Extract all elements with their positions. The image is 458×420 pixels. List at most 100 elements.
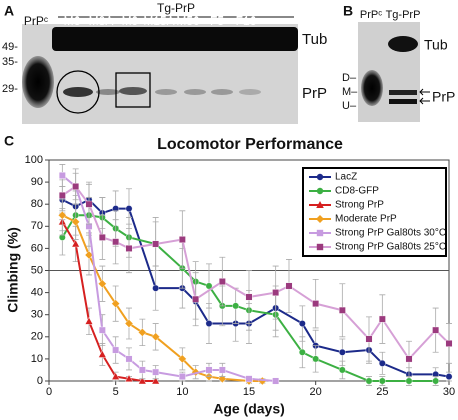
point xyxy=(218,278,226,285)
legend-label: Moderate PrP xyxy=(335,214,397,225)
point xyxy=(316,201,324,208)
mw-marker: 35- xyxy=(2,56,18,68)
y-tick-label: 70 xyxy=(31,220,43,232)
point xyxy=(445,340,453,347)
chart-title: Locomotor Performance xyxy=(157,136,343,153)
prp-band xyxy=(155,89,177,95)
series xyxy=(58,164,280,385)
point xyxy=(365,377,373,385)
lane-label: M6 xyxy=(64,14,81,28)
prp-band xyxy=(361,70,383,106)
point xyxy=(312,355,320,363)
tub-label: Tub xyxy=(424,37,448,53)
group-label: Tg-PrP xyxy=(157,1,195,15)
point xyxy=(71,217,80,227)
point xyxy=(365,335,373,343)
point xyxy=(298,348,306,356)
point xyxy=(58,172,66,179)
tub-band xyxy=(388,36,418,52)
legend-label: Strong PrP Gal80ts 30°C xyxy=(335,228,446,239)
y-tick-label: 0 xyxy=(37,375,43,387)
point xyxy=(298,320,306,327)
point xyxy=(124,374,134,382)
mw-marker: 29- xyxy=(2,83,18,95)
y-tick-label: 10 xyxy=(31,353,43,365)
y-axis-label: Climbing (%) xyxy=(5,227,21,313)
point xyxy=(316,187,324,195)
prp-band xyxy=(389,99,417,104)
point xyxy=(405,355,413,363)
y-tick-label: 30 xyxy=(31,309,43,321)
lane-label: PrPᶜ xyxy=(360,9,382,21)
point xyxy=(338,306,346,314)
point xyxy=(98,350,107,358)
prp-band xyxy=(63,87,93,97)
y-tick-label: 50 xyxy=(31,264,43,276)
point xyxy=(316,243,324,251)
point xyxy=(312,300,320,308)
lane-label: M15A xyxy=(143,14,174,28)
point xyxy=(98,233,106,241)
x-axis-label: Age (days) xyxy=(213,401,285,417)
point xyxy=(112,346,120,354)
legend-label: LacZ xyxy=(335,172,357,183)
series xyxy=(58,208,160,385)
point xyxy=(72,183,80,190)
y-tick-label: 90 xyxy=(31,176,43,188)
point xyxy=(178,236,186,243)
lane-label: – xyxy=(272,14,279,28)
lane-label: M50 xyxy=(176,14,200,28)
point xyxy=(218,366,226,374)
series-line xyxy=(61,214,263,382)
prp-band xyxy=(96,89,120,95)
prp-band xyxy=(239,89,261,95)
tub-band xyxy=(52,27,298,51)
tub-label: Tub xyxy=(302,31,327,48)
point xyxy=(245,375,253,383)
point xyxy=(338,348,346,356)
point xyxy=(272,289,280,296)
prp-band xyxy=(184,89,206,95)
point xyxy=(58,210,67,220)
legend-label: Strong PrP Gal80ts 25°C xyxy=(335,242,446,253)
x-tick-label: 0 xyxy=(46,386,52,398)
point xyxy=(205,366,213,374)
lane-label: F16 xyxy=(236,14,257,28)
lane-label: PrPᶜ xyxy=(24,14,48,28)
point xyxy=(378,315,386,323)
x-tick-label: 20 xyxy=(310,386,322,398)
point xyxy=(152,240,160,248)
prp-label: PrP xyxy=(432,89,455,105)
x-tick-label: 30 xyxy=(443,386,455,398)
prp-band xyxy=(119,87,147,95)
series xyxy=(58,168,453,377)
legend-label: Strong PrP xyxy=(335,200,384,211)
point xyxy=(232,302,240,310)
point xyxy=(445,373,453,380)
point xyxy=(124,319,134,328)
arrows xyxy=(419,88,430,105)
point xyxy=(432,326,440,334)
lane-label: M8A xyxy=(89,14,114,28)
point xyxy=(138,376,147,385)
point xyxy=(178,354,187,364)
point xyxy=(111,372,120,380)
point xyxy=(98,279,107,289)
prp-label: PrP xyxy=(302,85,327,102)
point xyxy=(84,316,94,325)
x-tick-label: 5 xyxy=(113,386,119,398)
y-tick-label: 40 xyxy=(31,287,43,299)
point xyxy=(405,377,413,385)
point xyxy=(125,244,133,252)
point xyxy=(272,377,280,385)
point xyxy=(151,332,160,342)
prp-band xyxy=(389,90,417,95)
point xyxy=(58,191,66,199)
point xyxy=(125,205,133,213)
point xyxy=(378,359,386,367)
x-tick-label: 10 xyxy=(176,386,188,398)
point xyxy=(316,229,324,237)
point xyxy=(178,373,186,380)
point xyxy=(378,377,386,385)
point xyxy=(152,284,160,292)
